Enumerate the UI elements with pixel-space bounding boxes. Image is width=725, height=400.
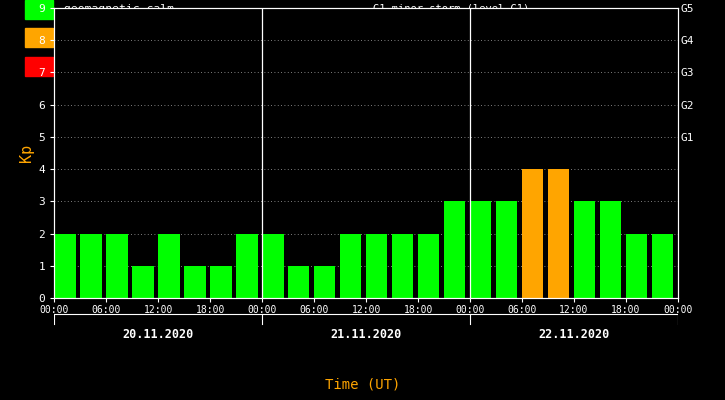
Text: G2-moderate storm (level G2): G2-moderate storm (level G2) (373, 21, 548, 31)
Bar (470, 201, 492, 298)
Bar (366, 234, 387, 298)
Bar (600, 201, 621, 298)
Text: geomagnetic disturbances: geomagnetic disturbances (64, 33, 229, 43)
Bar (25, 57, 53, 76)
Text: geomagnetic calm: geomagnetic calm (64, 4, 174, 14)
Bar (574, 201, 595, 298)
Bar (236, 234, 257, 298)
Bar (210, 266, 231, 298)
Bar (548, 169, 569, 298)
Bar (288, 266, 310, 298)
Bar (132, 266, 154, 298)
Text: G5-extreme storm (level G5): G5-extreme storm (level G5) (373, 72, 542, 82)
Bar (314, 266, 336, 298)
Text: 20.11.2020: 20.11.2020 (123, 328, 194, 340)
Bar (340, 234, 362, 298)
Bar (444, 201, 465, 298)
Bar (107, 234, 128, 298)
Bar (158, 234, 180, 298)
Text: G1-minor storm (level G1): G1-minor storm (level G1) (373, 4, 530, 14)
Bar (652, 234, 674, 298)
Text: 21.11.2020: 21.11.2020 (331, 328, 402, 340)
Bar (522, 169, 543, 298)
Text: Time (UT): Time (UT) (325, 378, 400, 392)
Bar (418, 234, 439, 298)
Bar (80, 234, 102, 298)
Bar (392, 234, 413, 298)
Bar (626, 234, 647, 298)
Bar (25, 28, 53, 47)
Text: 22.11.2020: 22.11.2020 (539, 328, 610, 340)
Bar (54, 234, 75, 298)
Text: G4-severe storm (level G4): G4-severe storm (level G4) (373, 55, 536, 65)
Bar (25, 0, 53, 19)
Bar (496, 201, 518, 298)
Y-axis label: Kp: Kp (20, 144, 34, 162)
Text: G3-strong storm (level G3): G3-strong storm (level G3) (373, 38, 536, 48)
Bar (678, 201, 699, 298)
Text: geomagnetic storm: geomagnetic storm (64, 61, 181, 71)
Bar (184, 266, 206, 298)
Bar (262, 234, 283, 298)
